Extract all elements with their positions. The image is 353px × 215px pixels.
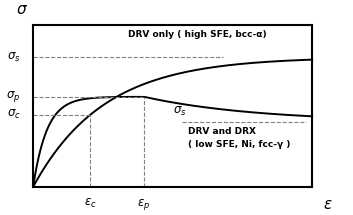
Text: $\varepsilon$: $\varepsilon$ xyxy=(323,197,333,212)
Text: $\sigma_p$: $\sigma_p$ xyxy=(6,89,20,104)
Text: $\sigma_s$: $\sigma_s$ xyxy=(7,51,20,64)
Text: DRV and DRX: DRV and DRX xyxy=(189,127,257,137)
Text: $\sigma_c$: $\sigma_c$ xyxy=(6,108,20,121)
Text: $\sigma$: $\sigma$ xyxy=(16,3,28,17)
Text: $\varepsilon_c$: $\varepsilon_c$ xyxy=(84,197,97,210)
Text: ( low SFE, Ni, fcc-γ ): ( low SFE, Ni, fcc-γ ) xyxy=(189,140,291,149)
Text: DRV only ( high SFE, bcc-α): DRV only ( high SFE, bcc-α) xyxy=(128,30,267,39)
Text: $\varepsilon_p$: $\varepsilon_p$ xyxy=(137,197,151,212)
Text: $\sigma_s$: $\sigma_s$ xyxy=(173,105,186,118)
